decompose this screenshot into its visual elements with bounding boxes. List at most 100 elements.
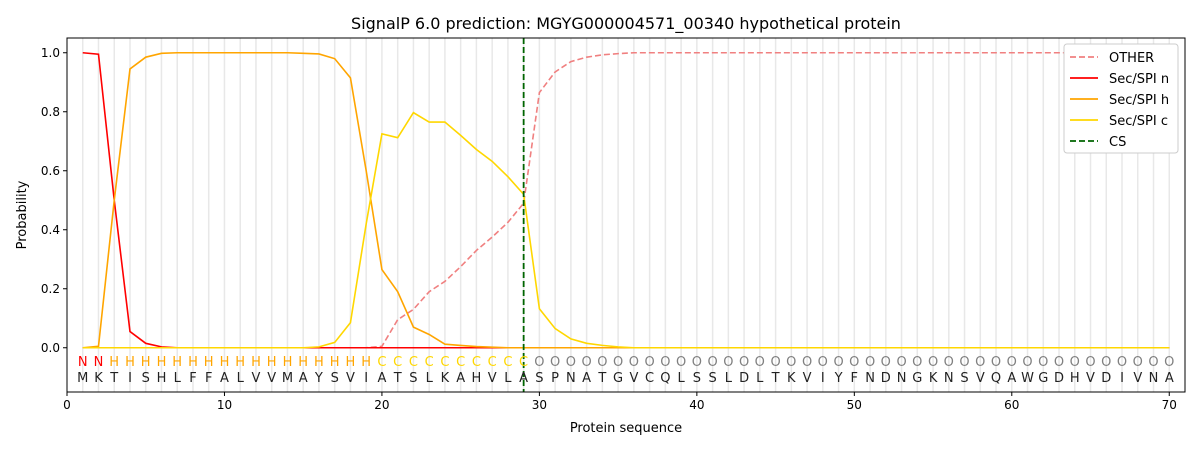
region-label: O <box>975 355 985 370</box>
region-label: O <box>912 355 922 370</box>
x-tick-label: 0 <box>63 398 71 412</box>
region-label: C <box>519 355 528 370</box>
region-label: C <box>409 355 418 370</box>
region-label: H <box>346 355 356 370</box>
x-axis-label: Protein sequence <box>570 421 682 436</box>
x-tick-label: 10 <box>217 398 232 412</box>
region-label: H <box>314 355 324 370</box>
region-label: O <box>629 355 639 370</box>
region-label: O <box>991 355 1001 370</box>
legend-box <box>1063 43 1179 154</box>
region-label: H <box>283 355 293 370</box>
region-label: O <box>833 355 843 370</box>
region-label: H <box>157 355 167 370</box>
region-label: C <box>488 355 497 370</box>
region-label: O <box>566 355 576 370</box>
region-label: H <box>204 355 214 370</box>
chart-title: SignalP 6.0 prediction: MGYG000004571_00… <box>351 14 901 34</box>
region-label: N <box>78 355 88 370</box>
region-label: H <box>267 355 277 370</box>
region-label: O <box>1164 355 1174 370</box>
region-label: O <box>644 355 654 370</box>
region-label: H <box>361 355 371 370</box>
region-label: H <box>125 355 135 370</box>
region-label: O <box>692 355 702 370</box>
region-label: O <box>849 355 859 370</box>
region-label: H <box>188 355 198 370</box>
region-label: C <box>425 355 434 370</box>
region-label: O <box>660 355 670 370</box>
legend-label: CS <box>1109 135 1126 150</box>
region-label: O <box>786 355 796 370</box>
region-label: O <box>1038 355 1048 370</box>
region-label: C <box>377 355 386 370</box>
y-tick-label: 0.6 <box>41 164 60 178</box>
region-label: O <box>1101 355 1111 370</box>
legend-label: Sec/SPI h <box>1109 93 1169 108</box>
region-label: H <box>172 355 182 370</box>
region-label: H <box>298 355 308 370</box>
x-tick-label: 40 <box>689 398 704 412</box>
x-tick-label: 70 <box>1162 398 1177 412</box>
region-label: O <box>676 355 686 370</box>
x-tick-label: 30 <box>532 398 547 412</box>
series-line-sec-spi-n <box>82 51 1170 349</box>
x-tick-label: 20 <box>374 398 389 412</box>
region-label: C <box>440 355 449 370</box>
region-label: H <box>141 355 151 370</box>
region-label: O <box>928 355 938 370</box>
region-label: O <box>707 355 717 370</box>
region-label: O <box>802 355 812 370</box>
region-label: H <box>251 355 261 370</box>
series-line-sec-spi-c <box>82 111 1170 349</box>
region-label: O <box>944 355 954 370</box>
region-label: C <box>503 355 512 370</box>
region-label: O <box>597 355 607 370</box>
y-tick-label: 0.2 <box>41 282 60 296</box>
region-label: C <box>472 355 481 370</box>
region-label: O <box>550 355 560 370</box>
region-label: O <box>1070 355 1080 370</box>
y-tick-label: 0.4 <box>41 223 60 237</box>
region-label: O <box>739 355 749 370</box>
residue-sequence: MKTISHLFFALVVMAYSVIATSLKAHVLASPNATGVCQLS… <box>77 371 1174 386</box>
region-label: O <box>613 355 623 370</box>
legend-label: Sec/SPI n <box>1109 72 1169 87</box>
region-label: O <box>959 355 969 370</box>
region-label: O <box>1022 355 1032 370</box>
y-tick-label: 1.0 <box>41 46 60 60</box>
legend-label: OTHER <box>1109 51 1154 66</box>
region-label: H <box>235 355 245 370</box>
region-label: C <box>456 355 465 370</box>
y-tick-label: 0.8 <box>41 105 60 119</box>
region-label: H <box>330 355 340 370</box>
x-tick-label: 50 <box>847 398 862 412</box>
region-label: O <box>770 355 780 370</box>
region-label: O <box>534 355 544 370</box>
region-label: O <box>1007 355 1017 370</box>
y-tick-label: 0.0 <box>41 341 60 355</box>
series-line-other <box>82 51 1170 349</box>
region-label: O <box>1054 355 1064 370</box>
region-label: O <box>896 355 906 370</box>
region-label: N <box>94 355 104 370</box>
series-line-sec-spi-h <box>82 51 1170 349</box>
region-label: O <box>581 355 591 370</box>
y-axis-label: Probability <box>15 180 30 249</box>
region-label: O <box>1148 355 1158 370</box>
region-label: C <box>393 355 402 370</box>
region-label: O <box>818 355 828 370</box>
region-label: H <box>109 355 119 370</box>
region-label: O <box>1133 355 1143 370</box>
region-label: O <box>755 355 765 370</box>
legend-label: Sec/SPI c <box>1109 114 1168 129</box>
region-label: O <box>1117 355 1127 370</box>
x-tick-label: 60 <box>1004 398 1019 412</box>
region-label: O <box>723 355 733 370</box>
region-label: H <box>220 355 230 370</box>
region-label: O <box>881 355 891 370</box>
region-label: O <box>1085 355 1095 370</box>
